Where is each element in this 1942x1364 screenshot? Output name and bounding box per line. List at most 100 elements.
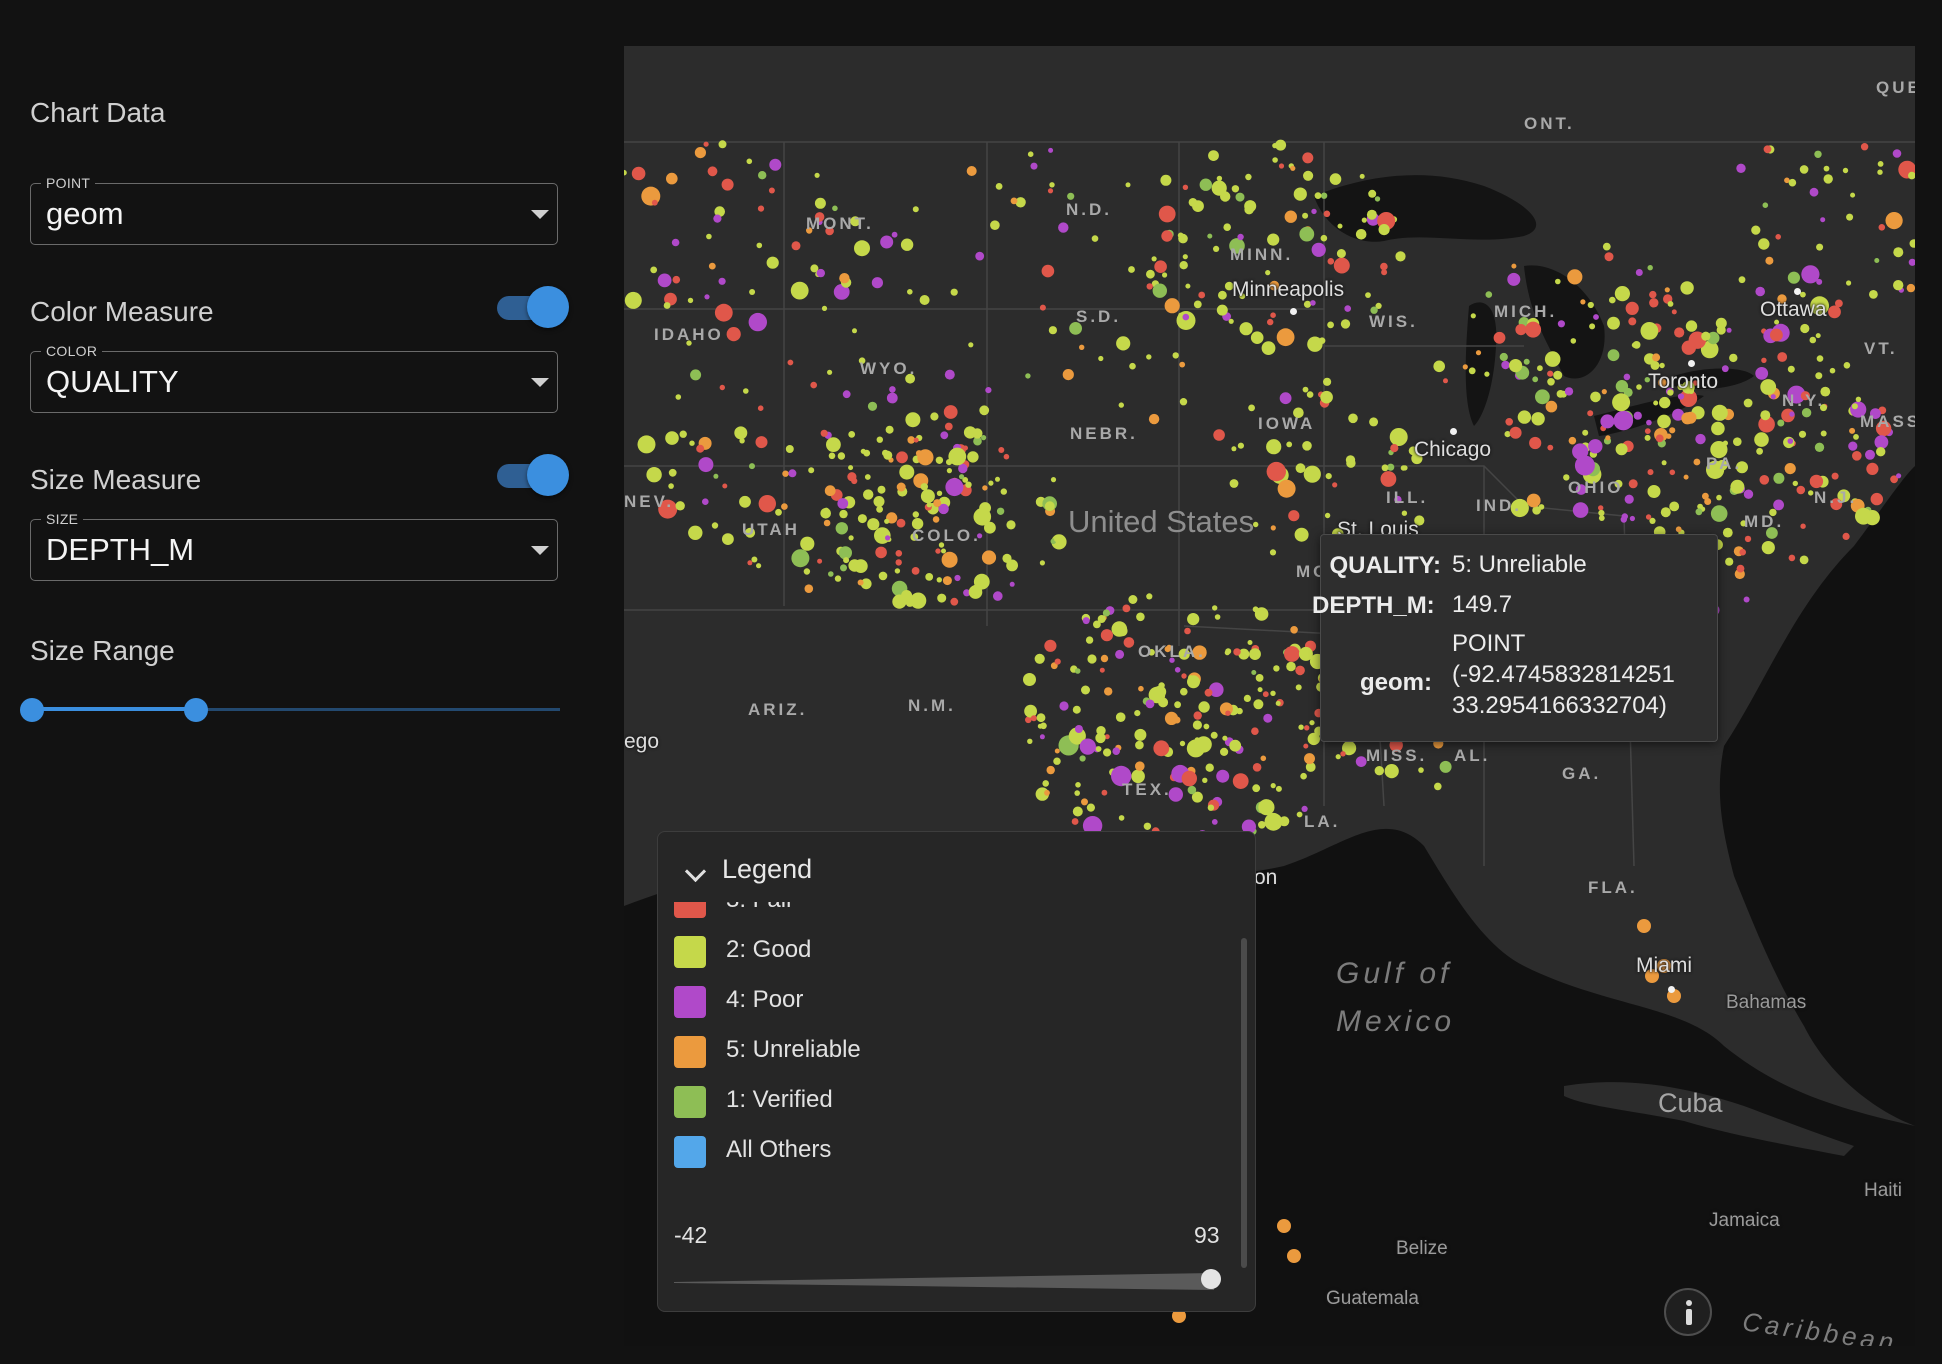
data-point[interactable]: [1295, 463, 1306, 474]
data-point[interactable]: [877, 485, 886, 494]
data-point[interactable]: [808, 467, 815, 474]
data-point[interactable]: [948, 447, 967, 466]
data-point[interactable]: [1816, 278, 1823, 285]
data-point[interactable]: [1721, 365, 1729, 373]
data-point[interactable]: [1828, 305, 1841, 319]
data-point[interactable]: [1525, 321, 1542, 338]
data-point[interactable]: [758, 171, 767, 180]
data-point[interactable]: [853, 559, 868, 573]
data-point[interactable]: [1380, 471, 1397, 487]
data-point[interactable]: [944, 369, 955, 380]
data-point[interactable]: [657, 273, 672, 288]
data-point[interactable]: [1865, 449, 1875, 460]
data-point[interactable]: [1414, 515, 1425, 526]
data-point[interactable]: [1111, 765, 1132, 787]
data-point[interactable]: [1036, 713, 1046, 723]
data-point[interactable]: [1509, 359, 1523, 373]
data-point[interactable]: [1079, 344, 1085, 350]
data-point[interactable]: [1270, 525, 1276, 531]
data-point[interactable]: [1645, 969, 1659, 983]
data-point[interactable]: [1306, 391, 1314, 398]
data-point[interactable]: [1182, 313, 1190, 321]
data-point[interactable]: [1736, 461, 1748, 474]
data-point[interactable]: [1629, 515, 1635, 522]
data-point[interactable]: [1787, 438, 1794, 444]
data-point[interactable]: [1743, 489, 1754, 499]
data-point[interactable]: [840, 564, 847, 572]
data-point[interactable]: [1587, 410, 1594, 417]
data-point[interactable]: [1233, 648, 1241, 656]
data-point[interactable]: [1801, 408, 1812, 418]
data-point[interactable]: [1692, 380, 1699, 386]
data-point[interactable]: [1529, 436, 1542, 450]
data-point[interactable]: [958, 463, 968, 474]
data-point[interactable]: [858, 357, 866, 365]
data-point[interactable]: [1058, 222, 1069, 233]
data-point[interactable]: [704, 294, 710, 300]
data-point[interactable]: [905, 598, 914, 607]
data-point[interactable]: [837, 498, 849, 509]
data-point[interactable]: [1261, 341, 1276, 355]
data-point[interactable]: [791, 241, 801, 251]
data-point[interactable]: [1681, 340, 1697, 355]
data-point[interactable]: [854, 240, 870, 257]
data-point[interactable]: [1290, 165, 1296, 171]
data-point[interactable]: [1216, 175, 1223, 182]
data-point[interactable]: [1810, 296, 1829, 316]
data-point[interactable]: [1115, 649, 1125, 659]
data-point[interactable]: [1216, 769, 1230, 783]
data-point[interactable]: [757, 405, 764, 412]
data-point[interactable]: [1511, 263, 1517, 269]
data-point[interactable]: [1288, 510, 1300, 522]
data-point[interactable]: [1736, 163, 1746, 173]
data-point[interactable]: [1669, 469, 1676, 476]
data-point[interactable]: [1303, 743, 1309, 749]
data-point[interactable]: [1116, 336, 1131, 351]
data-point[interactable]: [1146, 593, 1153, 600]
data-point[interactable]: [1374, 766, 1384, 776]
data-point[interactable]: [878, 571, 888, 581]
data-point[interactable]: [1820, 217, 1826, 223]
data-point[interactable]: [895, 550, 903, 557]
data-point[interactable]: [1100, 629, 1113, 642]
data-point[interactable]: [1680, 281, 1694, 295]
data-point[interactable]: [1193, 711, 1202, 720]
data-point[interactable]: [1798, 430, 1807, 438]
data-point[interactable]: [1138, 685, 1144, 692]
data-point[interactable]: [1380, 262, 1388, 271]
data-point[interactable]: [1906, 283, 1915, 293]
data-point[interactable]: [1128, 595, 1138, 604]
data-point[interactable]: [1152, 283, 1167, 298]
data-point[interactable]: [1320, 390, 1333, 404]
data-point[interactable]: [810, 264, 819, 273]
data-point[interactable]: [839, 509, 848, 519]
data-point[interactable]: [919, 295, 930, 305]
data-point[interactable]: [1342, 741, 1357, 756]
data-point[interactable]: [821, 305, 828, 311]
data-point[interactable]: [1645, 514, 1652, 520]
color-measure-toggle[interactable]: [497, 286, 569, 330]
data-point[interactable]: [1368, 189, 1377, 198]
data-point[interactable]: [1614, 286, 1630, 302]
data-point[interactable]: [860, 578, 872, 590]
data-point[interactable]: [1172, 352, 1179, 359]
data-point[interactable]: [1054, 658, 1061, 665]
data-point[interactable]: [930, 412, 939, 421]
data-point[interactable]: [1671, 309, 1677, 315]
data-point[interactable]: [1075, 782, 1081, 788]
data-point[interactable]: [1027, 738, 1033, 744]
data-point[interactable]: [1030, 162, 1038, 170]
data-point[interactable]: [1773, 472, 1785, 484]
data-point[interactable]: [1711, 404, 1728, 421]
data-point[interactable]: [1722, 527, 1733, 538]
data-point[interactable]: [1726, 327, 1732, 333]
data-point[interactable]: [937, 593, 947, 603]
data-point[interactable]: [1263, 713, 1273, 723]
data-point[interactable]: [1015, 197, 1026, 208]
data-point[interactable]: [694, 147, 706, 159]
point-select[interactable]: POINT geom: [30, 175, 558, 245]
data-point[interactable]: [864, 474, 871, 480]
data-point[interactable]: [820, 429, 828, 437]
data-point[interactable]: [1378, 224, 1390, 236]
data-point[interactable]: [1313, 663, 1319, 668]
